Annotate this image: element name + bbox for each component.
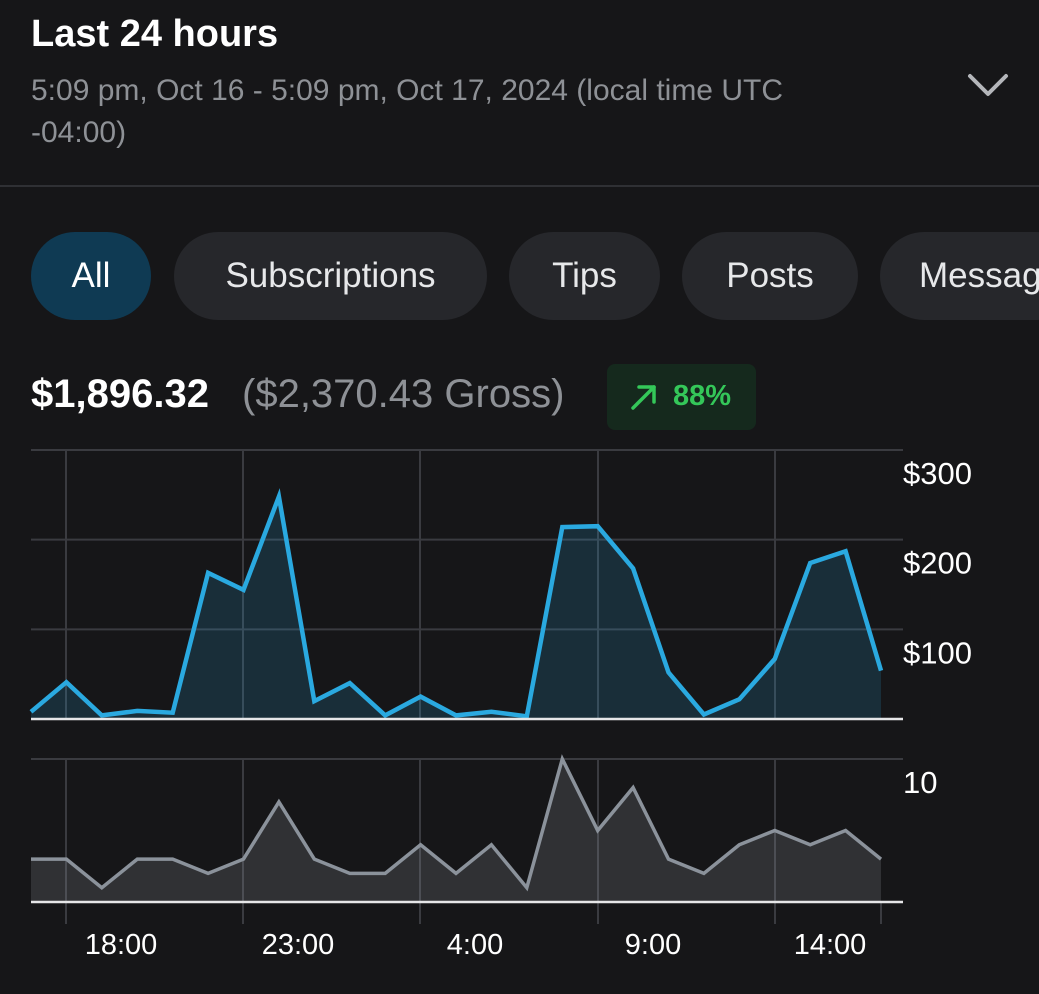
divider xyxy=(0,185,1039,187)
chart-labels: $300 $200 $100 10 18:00 23:00 4:00 9:00 14:00 xyxy=(85,456,972,961)
arrow-up-right-icon xyxy=(631,385,656,410)
net-earnings: $1,896.32 xyxy=(31,372,209,416)
y-tick-label: $100 xyxy=(903,635,972,670)
y-tick-label: 10 xyxy=(903,765,937,800)
x-tick-label: 23:00 xyxy=(262,929,335,961)
series-area-2 xyxy=(31,759,881,902)
x-tick-label: 9:00 xyxy=(625,929,681,961)
filter-tabs: All Subscriptions Tips Posts Messag xyxy=(31,232,1039,320)
tab-messages[interactable]: Messag xyxy=(880,232,1039,320)
change-badge: 88% xyxy=(607,364,756,430)
y-tick-label: $300 xyxy=(903,456,972,491)
x-tick-label: 18:00 xyxy=(85,929,158,961)
tab-all[interactable]: All xyxy=(31,232,151,320)
y-tick-label: $200 xyxy=(903,546,972,581)
earnings-chart: $300 $200 $100 10 18:00 23:00 4:00 9:00 14:00 xyxy=(29,449,972,961)
tab-subscriptions[interactable]: Subscriptions xyxy=(174,232,487,320)
tab-tips[interactable]: Tips xyxy=(509,232,660,320)
x-tick-label: 14:00 xyxy=(794,929,867,961)
gross-earnings: ($2,370.43 Gross) xyxy=(242,372,565,416)
chevron-down-icon[interactable] xyxy=(967,70,1009,102)
series-line-2 xyxy=(31,754,883,892)
series-line-1 xyxy=(29,488,884,719)
series-area-1 xyxy=(31,496,881,719)
date-range: 5:09 pm, Oct 16 - 5:09 pm, Oct 17, 2024 … xyxy=(31,74,783,149)
chart-areas xyxy=(29,488,903,904)
tab-posts[interactable]: Posts xyxy=(682,232,858,320)
change-percent: 88% xyxy=(673,380,732,412)
header: Last 24 hours 5:09 pm, Oct 16 - 5:09 pm,… xyxy=(31,0,1039,186)
x-tick-label: 4:00 xyxy=(447,929,503,961)
page-title: Last 24 hours xyxy=(31,13,279,55)
